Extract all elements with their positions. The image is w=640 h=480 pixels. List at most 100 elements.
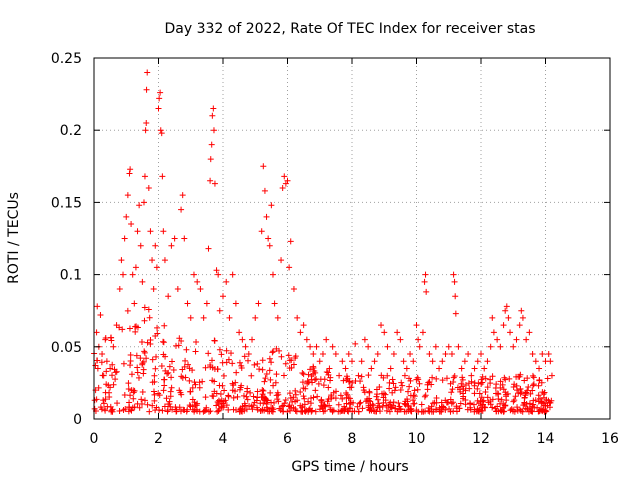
data-point bbox=[143, 86, 150, 93]
data-point bbox=[374, 351, 381, 358]
data-point-band bbox=[138, 396, 145, 403]
data-point-band bbox=[389, 376, 396, 383]
data-point-band bbox=[320, 408, 327, 415]
data-point bbox=[381, 329, 388, 336]
data-point-band bbox=[164, 407, 171, 414]
data-point-band bbox=[543, 408, 550, 415]
data-point-band bbox=[280, 372, 287, 379]
data-point-band bbox=[300, 385, 307, 392]
data-point-band bbox=[143, 355, 150, 362]
data-point-band bbox=[443, 375, 450, 382]
data-point bbox=[157, 89, 164, 96]
data-point-band bbox=[259, 387, 266, 394]
data-point-band bbox=[140, 366, 147, 373]
data-point-band bbox=[297, 389, 304, 396]
data-point-band bbox=[335, 401, 342, 408]
data-point bbox=[461, 358, 468, 365]
data-point bbox=[157, 127, 164, 134]
data-point bbox=[203, 300, 210, 307]
data-point-band bbox=[238, 362, 245, 369]
data-point-band bbox=[214, 408, 221, 415]
data-point-band bbox=[457, 400, 464, 407]
data-point-band bbox=[478, 394, 485, 401]
data-point bbox=[194, 278, 201, 285]
data-point bbox=[181, 235, 188, 242]
data-point-band bbox=[225, 406, 232, 413]
data-point-band bbox=[154, 330, 161, 337]
data-point bbox=[258, 228, 265, 235]
data-point bbox=[339, 358, 346, 365]
data-point-band bbox=[449, 386, 456, 393]
data-point-band bbox=[95, 384, 102, 391]
data-point-band bbox=[114, 400, 121, 407]
data-point bbox=[355, 372, 362, 379]
data-point-band bbox=[337, 392, 344, 399]
data-point-band bbox=[138, 400, 145, 407]
data-point bbox=[484, 358, 491, 365]
data-point-band bbox=[270, 348, 277, 355]
data-point-band bbox=[384, 372, 391, 379]
data-point-band bbox=[325, 384, 332, 391]
data-point bbox=[220, 293, 226, 300]
data-point bbox=[349, 358, 355, 365]
data-point-band bbox=[456, 405, 463, 412]
data-point-band bbox=[312, 387, 319, 394]
data-point-band bbox=[263, 397, 270, 404]
y-tick-label: 0.2 bbox=[60, 123, 82, 139]
data-point-band bbox=[428, 403, 435, 410]
data-point bbox=[210, 105, 217, 112]
data-point-band bbox=[144, 339, 151, 346]
data-point-band bbox=[145, 306, 152, 313]
data-point bbox=[403, 365, 410, 372]
data-point-band bbox=[375, 400, 382, 407]
data-point-band bbox=[307, 400, 314, 407]
data-point-band bbox=[225, 392, 232, 399]
data-point-band bbox=[206, 408, 213, 415]
data-point-band bbox=[512, 393, 519, 400]
data-point-band bbox=[91, 405, 98, 412]
data-point bbox=[209, 112, 216, 119]
data-point-band bbox=[398, 379, 405, 386]
data-point bbox=[465, 351, 472, 358]
data-point-band bbox=[306, 405, 313, 412]
data-point-band bbox=[477, 402, 484, 409]
data-point-band bbox=[194, 400, 201, 407]
data-point-band bbox=[416, 380, 423, 387]
data-point bbox=[252, 314, 259, 321]
data-point-band bbox=[100, 400, 107, 407]
data-point-band bbox=[321, 376, 328, 383]
data-point bbox=[297, 329, 304, 336]
data-point-band bbox=[373, 393, 380, 400]
data-point bbox=[471, 365, 478, 372]
data-point-band bbox=[292, 387, 299, 394]
data-point-band bbox=[191, 399, 198, 406]
data-point bbox=[378, 322, 385, 329]
data-point-band bbox=[378, 372, 385, 379]
data-point-band bbox=[203, 404, 210, 411]
data-point-band bbox=[458, 380, 465, 387]
data-point bbox=[153, 264, 160, 271]
data-point-band bbox=[253, 397, 260, 404]
data-point-band bbox=[211, 366, 218, 373]
data-point-band bbox=[530, 397, 537, 404]
data-point bbox=[134, 228, 141, 235]
data-point-band bbox=[192, 381, 199, 388]
data-point-band bbox=[510, 384, 517, 391]
y-axis-label: ROTI / TECUs bbox=[6, 192, 22, 284]
data-point-band bbox=[386, 408, 393, 415]
data-point-band bbox=[308, 373, 315, 380]
data-point bbox=[120, 271, 127, 278]
data-point bbox=[439, 358, 446, 365]
data-point-band bbox=[376, 383, 383, 390]
data-point bbox=[307, 343, 314, 350]
data-point-band bbox=[166, 363, 173, 370]
data-point-band bbox=[244, 357, 251, 364]
data-point bbox=[329, 343, 336, 350]
data-point bbox=[319, 351, 326, 358]
data-point-band bbox=[492, 405, 499, 412]
data-point-band bbox=[220, 372, 227, 379]
data-point-band bbox=[132, 328, 139, 335]
data-point-band bbox=[344, 391, 351, 398]
data-point bbox=[263, 213, 270, 220]
